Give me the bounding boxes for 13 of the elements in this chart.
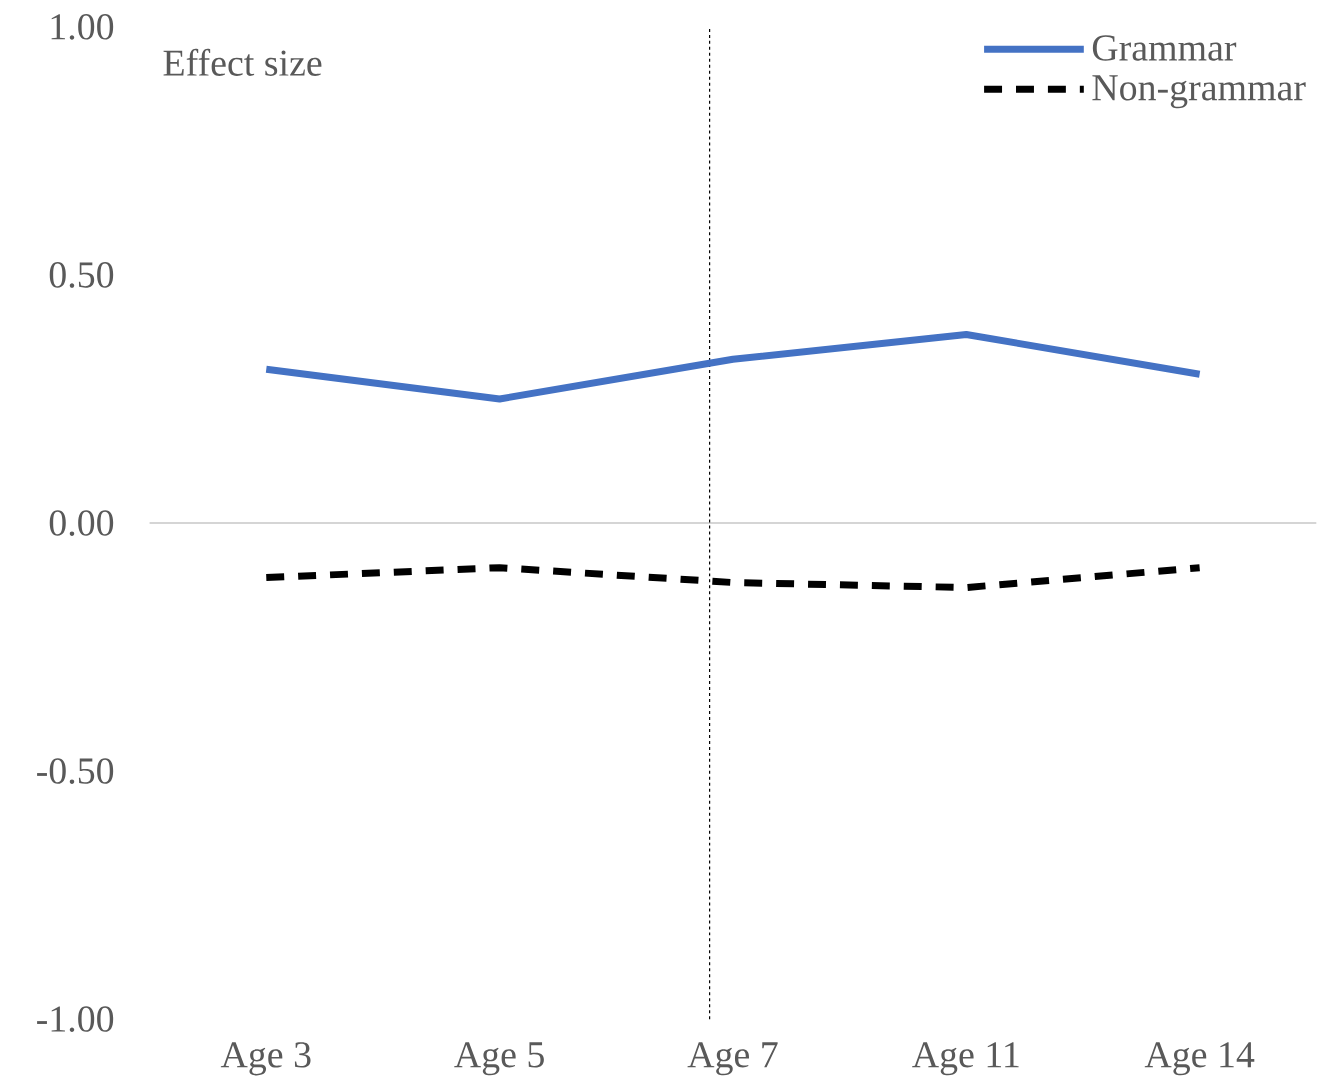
legend-label: Grammar [1092, 35, 1237, 61]
y-tick-label: 1.00 [51, 14, 114, 40]
y-tick-label: 0.50 [49, 262, 114, 288]
y-axis-title: Effect size [163, 48, 322, 76]
x-tick-label: Age 5 [454, 1042, 544, 1076]
x-tick-label: Age 7 [687, 1042, 778, 1076]
x-tick-label: Age 14 [1144, 1042, 1255, 1076]
y-tick-label: -1.00 [37, 1006, 114, 1033]
y-tick-label: -0.50 [37, 758, 114, 784]
x-tick-label: Age 3 [220, 1042, 311, 1076]
y-tick-label: 0.00 [49, 510, 114, 536]
legend-label: Non-grammar [1092, 75, 1306, 109]
x-tick-label: Age 11 [912, 1042, 1019, 1076]
